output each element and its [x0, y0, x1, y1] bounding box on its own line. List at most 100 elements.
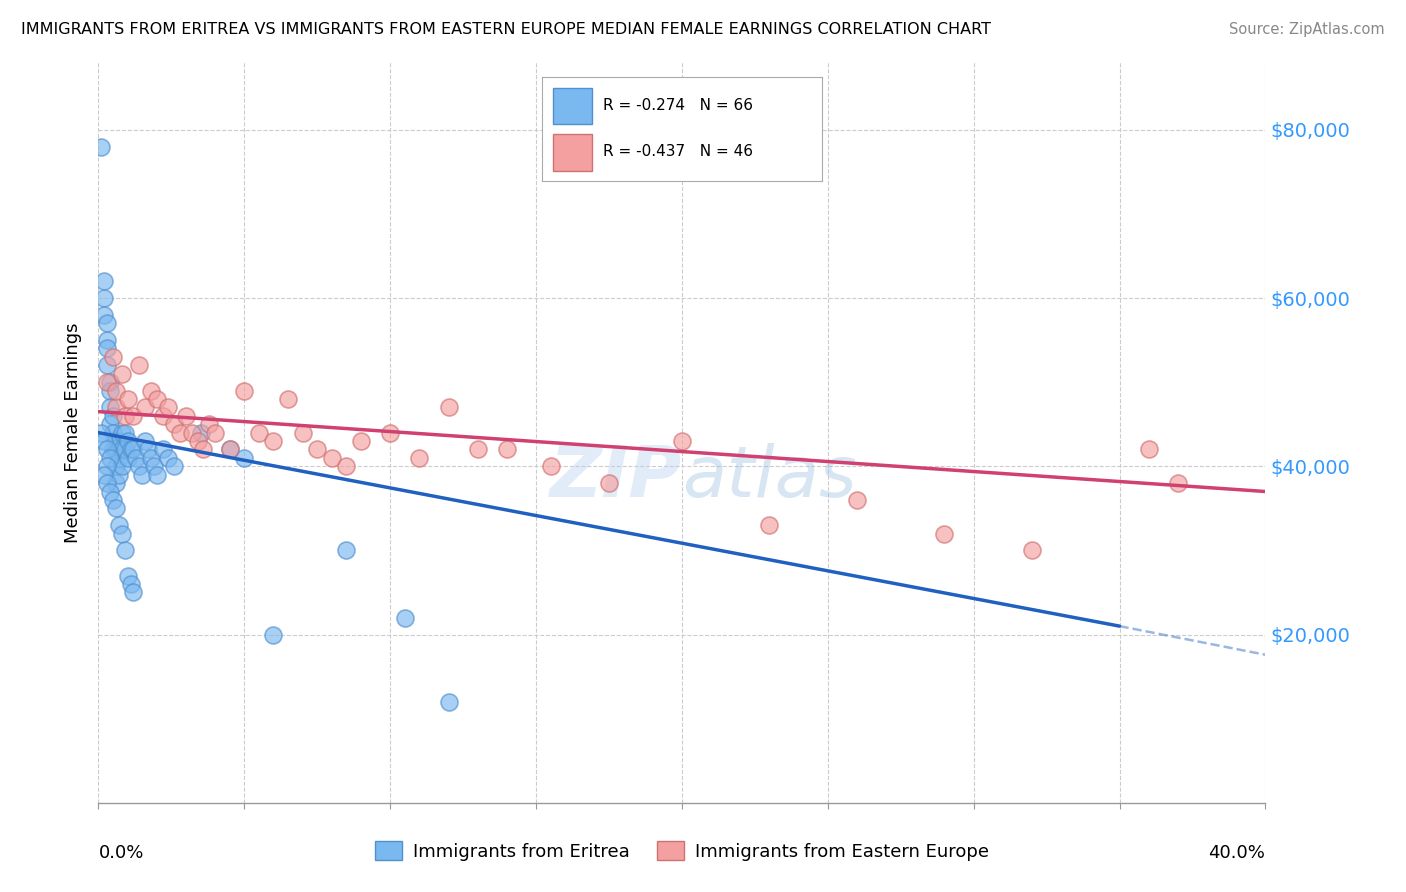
Point: [125, 450, 148, 465]
Point: [157, 401, 180, 415]
Point: [128, 359, 150, 373]
Point: [96, 333, 118, 347]
Point: [104, 434, 127, 448]
Point: [104, 459, 127, 474]
Point: [218, 442, 240, 457]
Point: [198, 417, 221, 432]
Point: [96, 342, 118, 356]
Text: 40.0%: 40.0%: [1209, 845, 1265, 863]
Point: [146, 467, 169, 482]
Point: [247, 425, 270, 440]
Point: [136, 442, 159, 457]
Point: [108, 434, 131, 448]
Point: [437, 401, 460, 415]
Point: [394, 610, 416, 624]
Point: [152, 442, 174, 457]
Point: [1137, 442, 1160, 457]
Point: [321, 450, 343, 465]
Point: [598, 476, 620, 491]
Point: [174, 409, 197, 423]
Point: [114, 425, 136, 440]
Point: [114, 543, 136, 558]
Point: [101, 442, 124, 457]
Point: [122, 585, 145, 599]
Point: [108, 518, 131, 533]
Point: [193, 442, 215, 457]
Point: [101, 409, 124, 423]
Point: [467, 442, 489, 457]
Point: [93, 291, 115, 305]
Point: [157, 450, 180, 465]
Point: [98, 375, 121, 389]
Point: [111, 442, 134, 457]
Point: [117, 450, 139, 465]
Point: [142, 459, 165, 474]
Point: [120, 442, 142, 457]
Point: [934, 526, 956, 541]
Point: [120, 577, 142, 591]
Point: [111, 459, 134, 474]
Point: [122, 409, 145, 423]
Point: [262, 434, 284, 448]
Point: [93, 274, 115, 288]
Point: [104, 401, 127, 415]
Point: [114, 409, 136, 423]
Point: [111, 425, 134, 440]
Point: [98, 384, 121, 398]
Text: ZIP: ZIP: [550, 442, 682, 511]
Point: [291, 425, 314, 440]
Point: [350, 434, 373, 448]
Text: 0.0%: 0.0%: [98, 845, 143, 863]
Point: [496, 442, 519, 457]
Point: [104, 384, 127, 398]
Point: [169, 425, 191, 440]
Point: [307, 442, 329, 457]
Point: [408, 450, 430, 465]
Point: [277, 392, 299, 406]
Point: [111, 367, 134, 381]
Point: [335, 459, 357, 474]
Point: [90, 139, 112, 153]
Point: [96, 316, 118, 330]
Point: [128, 459, 150, 474]
Point: [104, 476, 127, 491]
Text: atlas: atlas: [682, 442, 856, 511]
Point: [233, 450, 256, 465]
Point: [540, 459, 562, 474]
Point: [131, 467, 153, 482]
Point: [335, 543, 357, 558]
Point: [117, 392, 139, 406]
Point: [96, 359, 118, 373]
Point: [108, 467, 131, 482]
Point: [152, 409, 174, 423]
Point: [180, 425, 202, 440]
Point: [114, 442, 136, 457]
Point: [380, 425, 402, 440]
Point: [101, 350, 124, 364]
Point: [104, 501, 127, 516]
Point: [96, 476, 118, 491]
Point: [134, 434, 156, 448]
Point: [93, 308, 115, 322]
Point: [134, 401, 156, 415]
Point: [218, 442, 240, 457]
Point: [117, 434, 139, 448]
Point: [96, 442, 118, 457]
Point: [146, 392, 169, 406]
Point: [187, 434, 209, 448]
Point: [96, 375, 118, 389]
Point: [96, 459, 118, 474]
Point: [122, 442, 145, 457]
Point: [163, 459, 186, 474]
Point: [101, 425, 124, 440]
Point: [233, 384, 256, 398]
Text: IMMIGRANTS FROM ERITREA VS IMMIGRANTS FROM EASTERN EUROPE MEDIAN FEMALE EARNINGS: IMMIGRANTS FROM ERITREA VS IMMIGRANTS FR…: [21, 22, 991, 37]
Point: [108, 450, 131, 465]
Point: [1021, 543, 1043, 558]
Legend: Immigrants from Eritrea, Immigrants from Eastern Europe: Immigrants from Eritrea, Immigrants from…: [368, 834, 995, 868]
Point: [139, 450, 162, 465]
Point: [190, 425, 212, 440]
Point: [846, 492, 869, 507]
Point: [163, 417, 186, 432]
Point: [98, 484, 121, 499]
